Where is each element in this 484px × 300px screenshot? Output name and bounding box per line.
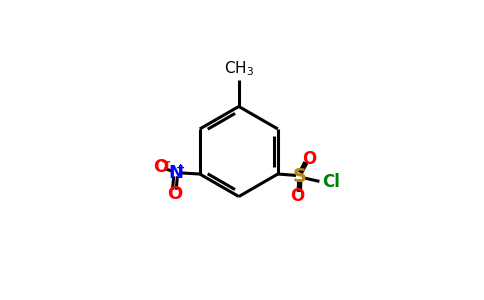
Text: S: S: [293, 167, 307, 186]
Text: O: O: [153, 158, 168, 176]
Text: O: O: [302, 150, 316, 168]
Text: O: O: [290, 187, 304, 205]
Text: CH$_3$: CH$_3$: [224, 59, 254, 78]
Text: +: +: [176, 163, 185, 173]
Text: N: N: [168, 164, 183, 182]
Text: Cl: Cl: [322, 173, 340, 191]
Text: O: O: [167, 185, 182, 203]
Text: −: −: [160, 156, 171, 169]
